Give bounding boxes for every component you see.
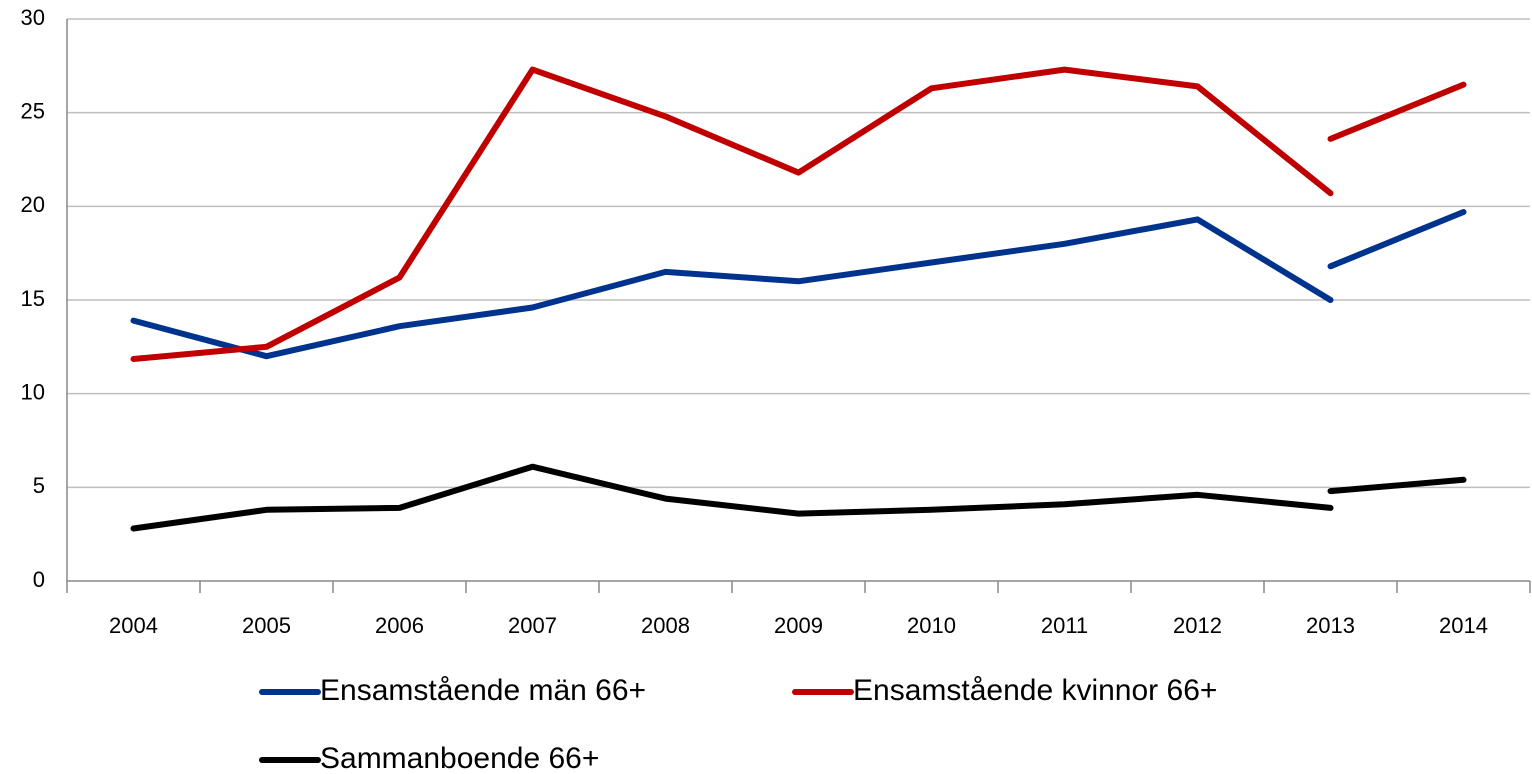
x-tick-label: 2008 [641, 613, 690, 638]
x-tick-label: 2009 [774, 613, 823, 638]
series-line [1327, 476, 1467, 495]
y-tick-label: 10 [21, 379, 45, 404]
series-line [1327, 81, 1467, 142]
legend-label: Sammanboende 66+ [320, 742, 599, 774]
series-line [130, 66, 1334, 362]
x-tick-label: 2006 [375, 613, 424, 638]
x-tick-label: 2013 [1306, 613, 1355, 638]
y-tick-label: 25 [21, 98, 45, 123]
x-tick-label: 2012 [1173, 613, 1222, 638]
legend-label: Ensamstående kvinnor 66+ [853, 674, 1217, 707]
x-tick-label: 2014 [1439, 613, 1488, 638]
x-tick-label: 2007 [508, 613, 557, 638]
x-tick-label: 2004 [109, 613, 158, 638]
legend-label: Ensamstående män 66+ [320, 674, 646, 707]
y-tick-label: 5 [33, 473, 45, 498]
series-line [130, 463, 1334, 532]
y-tick-label: 30 [21, 5, 45, 30]
y-tick-label: 20 [21, 192, 45, 217]
x-tick-label: 2005 [242, 613, 291, 638]
x-tick-label: 2010 [907, 613, 956, 638]
series-line [1327, 209, 1467, 270]
series-line [130, 216, 1334, 360]
y-tick-label: 15 [21, 286, 45, 311]
x-tick-label: 2011 [1041, 613, 1088, 638]
y-tick-label: 0 [33, 567, 45, 592]
